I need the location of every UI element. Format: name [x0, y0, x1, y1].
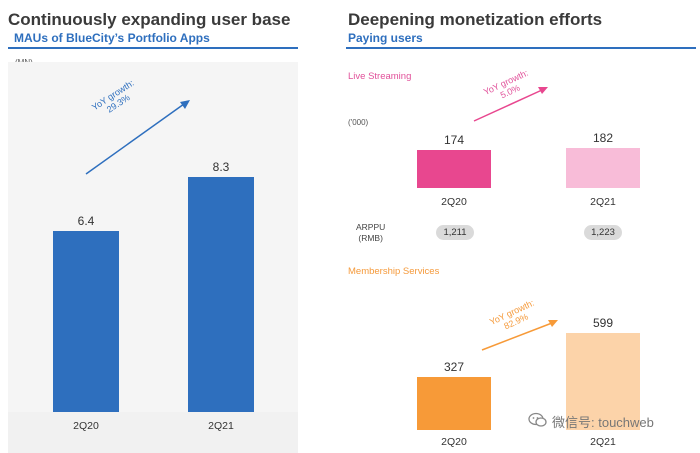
live-streaming-label: Live Streaming [348, 71, 412, 82]
arppu-2q21-pill: 1,223 [584, 225, 622, 240]
right-unit-label: ('000) [348, 118, 369, 127]
mau-growth-arrow [85, 100, 190, 175]
mau-category-label-2q20: 2Q20 [73, 420, 99, 432]
membership-value-label-2q20: 327 [443, 360, 465, 375]
arppu-2q20-pill: 1,211 [436, 225, 474, 240]
mau-value-label-2q21: 8.3 [212, 160, 230, 175]
membership-category-label-2q21: 2Q21 [590, 436, 616, 448]
left-title: Continuously expanding user base [8, 10, 291, 29]
live-bar-2q20 [417, 149, 491, 188]
wechat-icon [528, 412, 548, 431]
live-value-label-2q21: 182 [592, 130, 614, 145]
mau-bar-2q20 [53, 230, 119, 412]
left-divider [8, 47, 298, 49]
mau-category-label-2q21: 2Q21 [208, 420, 234, 432]
membership-bar-2q20 [417, 377, 491, 430]
right-divider [346, 47, 696, 49]
mau-axis-bg [8, 412, 298, 453]
membership-label: Membership Services [348, 266, 440, 277]
mau-value-label-2q20: 6.4 [77, 213, 95, 228]
live-category-label-2q20: 2Q20 [441, 196, 467, 208]
membership-bar-2q21 [566, 332, 640, 430]
right-title: Deepening monetization efforts [348, 10, 603, 29]
watermark: 微信号: touchweb [528, 412, 654, 431]
live-category-label-2q21: 2Q21 [590, 196, 616, 208]
membership-growth-arrow [481, 320, 558, 351]
mau-bar-2q21 [188, 177, 254, 412]
membership-category-label-2q20: 2Q20 [441, 436, 467, 448]
live-bar-2q21 [566, 147, 640, 188]
arppu-label: ARPPU (RMB) [356, 222, 386, 243]
live-growth-arrow [473, 87, 548, 122]
right-subtitle: Paying users [348, 31, 423, 45]
live-value-label-2q20: 174 [443, 132, 465, 147]
watermark-text: 微信号: touchweb [552, 415, 654, 430]
left-subtitle: MAUs of BlueCity’s Portfolio Apps [14, 31, 210, 45]
membership-value-label-2q21: 599 [592, 315, 614, 330]
